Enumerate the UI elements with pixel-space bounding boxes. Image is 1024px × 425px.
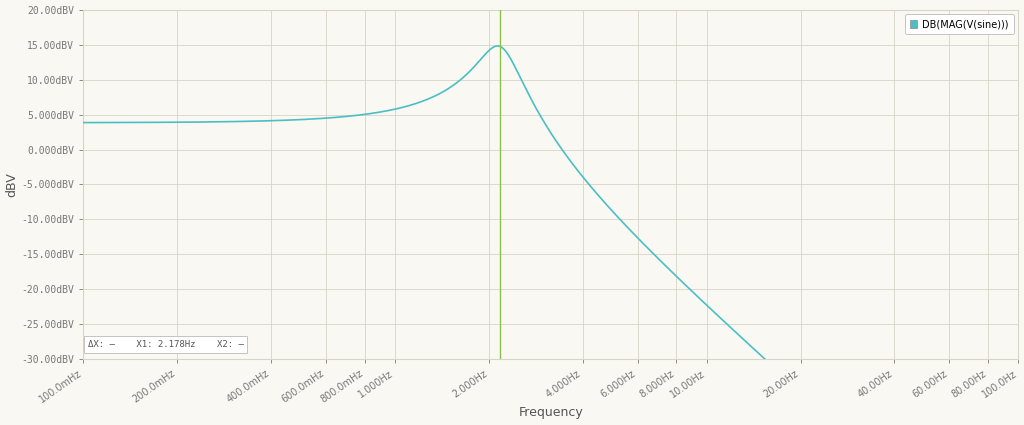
X-axis label: Frequency: Frequency xyxy=(518,406,584,419)
Legend: DB(MAG(V(sine))): DB(MAG(V(sine))) xyxy=(905,14,1014,34)
Text: ΔX: —    X1: 2.178Hz    X2: —: ΔX: — X1: 2.178Hz X2: — xyxy=(88,340,244,349)
Y-axis label: dBV: dBV xyxy=(5,172,18,197)
